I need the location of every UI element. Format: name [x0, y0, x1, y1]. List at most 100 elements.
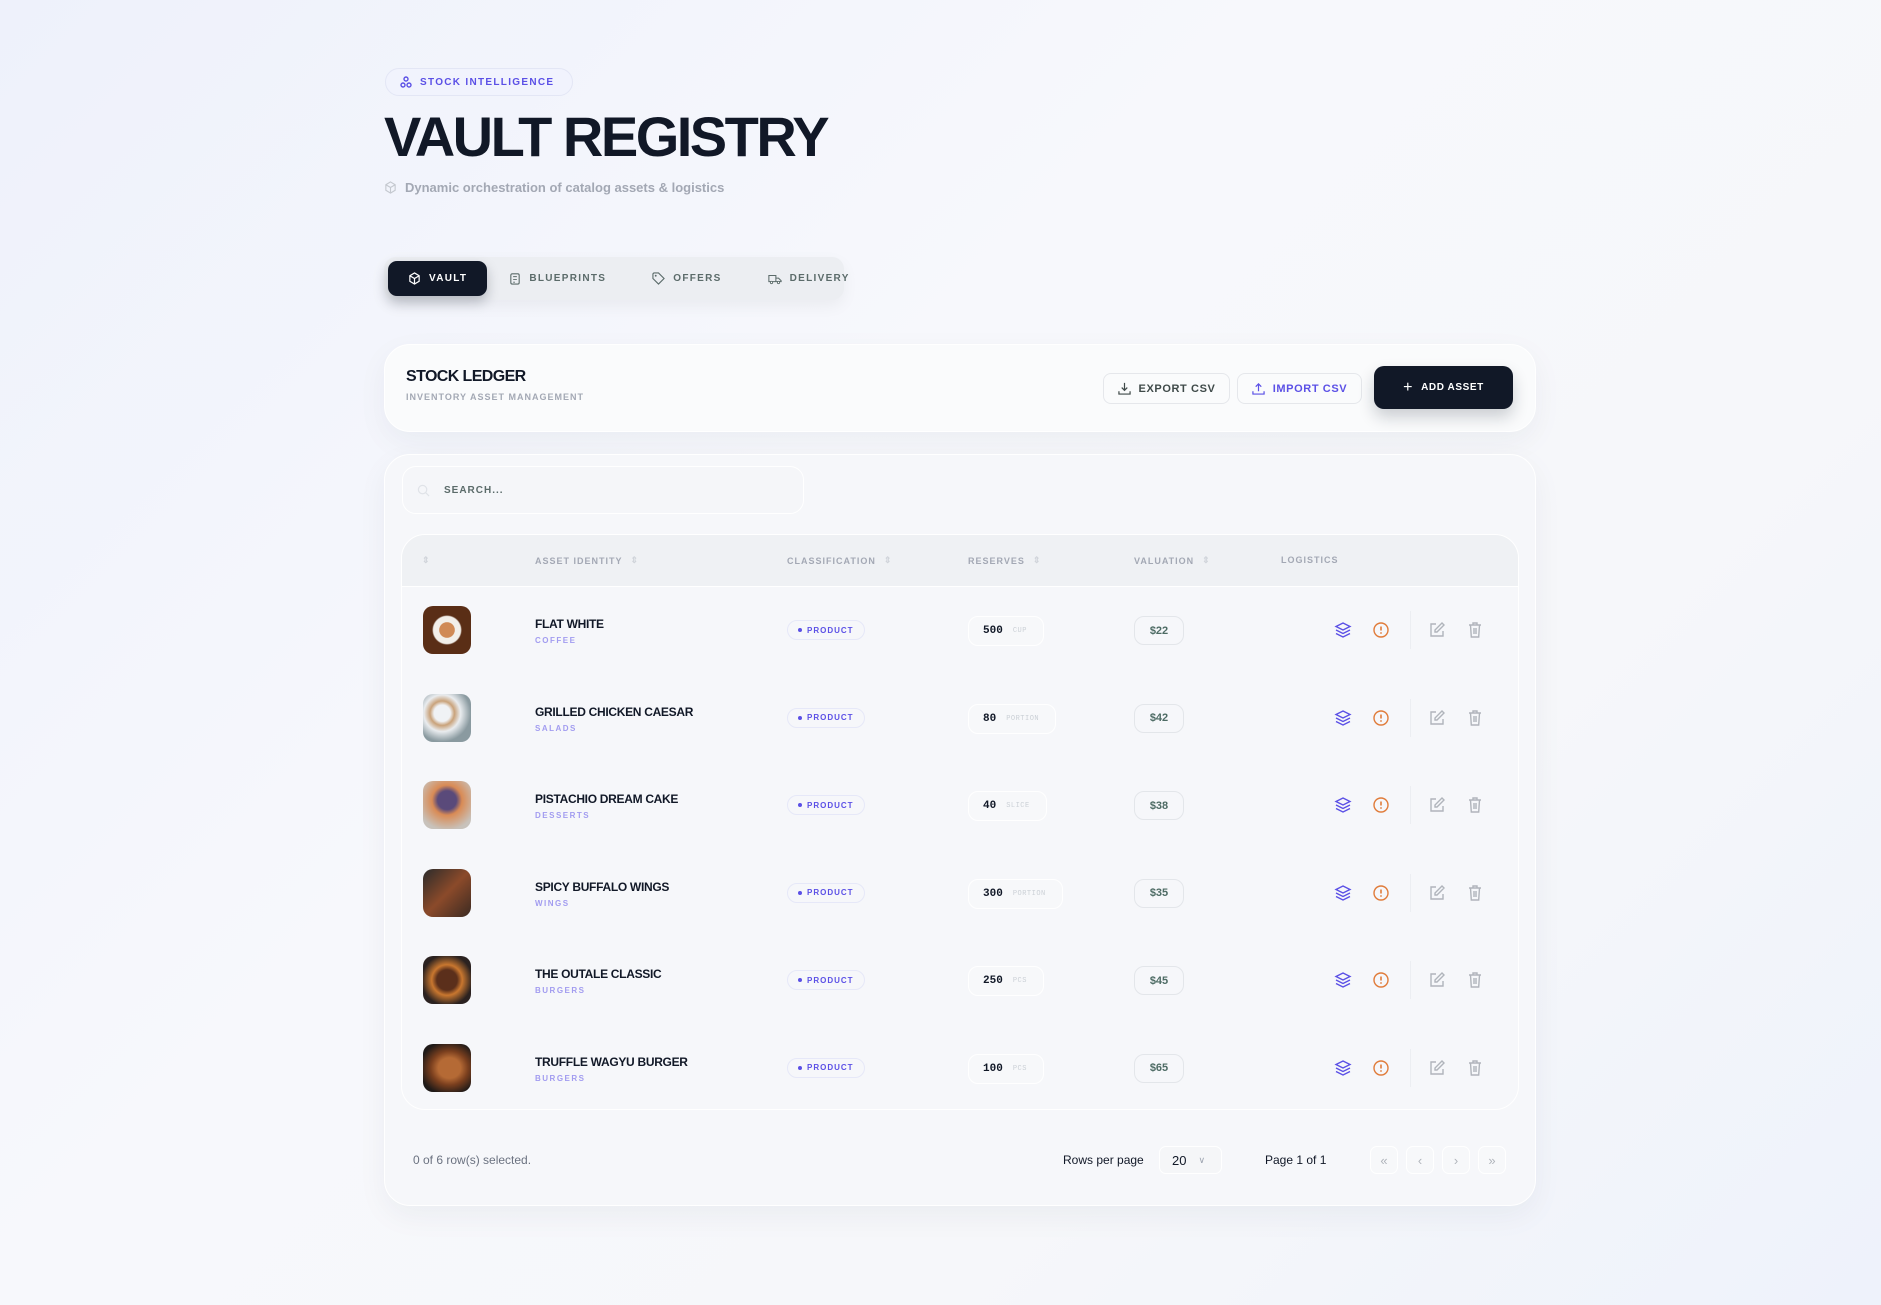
edit-icon[interactable] — [1426, 619, 1448, 641]
column-label: RESERVES — [968, 555, 1025, 566]
tab-vault[interactable]: VAULT — [388, 261, 488, 296]
valuation-chip: $65 — [1134, 1053, 1184, 1083]
asset-thumbnail — [423, 606, 471, 654]
table-row[interactable]: FLAT WHITE COFFEE PRODUCT 500 CUP $22 — [402, 587, 1518, 674]
badge-label: PRODUCT — [807, 625, 854, 635]
alert-circle-icon[interactable] — [1370, 707, 1392, 729]
tab-label: BLUEPRINTS — [529, 273, 607, 284]
badge-label: PRODUCT — [807, 888, 854, 897]
tab-bar: VAULT BLUEPRINTS OFFERS DELIVERY — [384, 257, 848, 300]
rows-per-page-label: Rows per page — [1063, 1153, 1144, 1167]
layers-icon[interactable] — [1332, 882, 1354, 904]
table-row[interactable]: GRILLED CHICKEN CAESAR SALADS PRODUCT 80… — [402, 675, 1518, 762]
trash-icon[interactable] — [1464, 969, 1486, 991]
valuation-chip: $42 — [1134, 703, 1184, 733]
chevron-right-icon: › — [1453, 1152, 1459, 1168]
plus-icon: + — [1403, 378, 1414, 396]
divider — [1410, 1048, 1411, 1087]
prev-page-button[interactable]: ‹ — [1406, 1146, 1434, 1174]
layers-icon[interactable] — [1332, 619, 1354, 641]
column-label: ASSET IDENTITY — [535, 555, 623, 566]
dot-icon — [798, 978, 802, 982]
table-row[interactable]: TRUFFLE WAGYU BURGER BURGERS PRODUCT 100… — [402, 1025, 1518, 1110]
first-page-button[interactable]: « — [1370, 1146, 1398, 1174]
rows-per-page-select[interactable]: 20 ∨ — [1159, 1146, 1222, 1174]
export-csv-button[interactable]: EXPORT CSV — [1103, 373, 1230, 404]
column-classification[interactable]: CLASSIFICATION ⇕ — [787, 555, 892, 566]
tab-offers[interactable]: OFFERS — [632, 261, 741, 296]
table-row[interactable]: PISTACHIO DREAM CAKE DESSERTS PRODUCT 40… — [402, 762, 1518, 849]
edit-icon[interactable] — [1426, 1057, 1448, 1079]
next-page-button[interactable]: › — [1442, 1146, 1470, 1174]
table-row[interactable]: THE OUTALE CLASSIC BURGERS PRODUCT 250 PC… — [402, 937, 1518, 1024]
trash-icon[interactable] — [1464, 619, 1486, 641]
alert-circle-icon[interactable] — [1370, 619, 1392, 641]
asset-name: GRILLED CHICKEN CAESAR — [535, 704, 694, 719]
reserves-chip: 300 PORTION — [968, 878, 1063, 909]
column-reserves[interactable]: RESERVES ⇕ — [968, 555, 1041, 566]
sort-icon: ⇕ — [1032, 555, 1042, 565]
column-asset-identity[interactable]: ASSET IDENTITY ⇕ — [535, 555, 639, 566]
chevrons-left-icon: « — [1380, 1152, 1388, 1168]
layers-icon[interactable] — [1332, 707, 1354, 729]
subtitle-text: Dynamic orchestration of catalog assets … — [405, 180, 725, 195]
trash-icon[interactable] — [1464, 1057, 1486, 1079]
column-valuation[interactable]: VALUATION ⇕ — [1134, 555, 1211, 566]
reserve-qty: 500 — [983, 625, 1003, 637]
reserves-chip: 250 PCS — [968, 966, 1044, 996]
reserve-unit: SLICE — [1006, 802, 1030, 810]
reserves-chip: 100 PCS — [968, 1053, 1044, 1084]
edit-icon[interactable] — [1426, 882, 1448, 904]
tab-label: OFFERS — [673, 273, 722, 284]
divider — [1410, 786, 1411, 824]
layers-icon[interactable] — [1332, 969, 1354, 991]
asset-name: SPICY BUFFALO WINGS — [535, 879, 670, 894]
asset-category: SALADS — [535, 723, 577, 733]
reserve-unit: PCS — [1012, 1064, 1027, 1073]
trash-icon[interactable] — [1464, 794, 1486, 816]
search-input[interactable] — [444, 484, 744, 496]
page-indicator: Page 1 of 1 — [1265, 1153, 1327, 1167]
alert-circle-icon[interactable] — [1370, 882, 1392, 904]
valuation-chip: $38 — [1134, 791, 1184, 820]
select-value: 20 — [1172, 1152, 1187, 1168]
last-page-button[interactable]: » — [1478, 1146, 1506, 1174]
tab-blueprints[interactable]: BLUEPRINTS — [489, 261, 626, 296]
search-field[interactable] — [402, 466, 804, 514]
truck-icon — [767, 274, 782, 284]
reserve-unit: PORTION — [1012, 889, 1046, 898]
sort-icon: ⇕ — [630, 555, 640, 565]
add-asset-button[interactable]: + ADD ASSET — [1374, 366, 1513, 409]
column-label: LOGISTICS — [1281, 555, 1339, 565]
layers-icon[interactable] — [1332, 1057, 1354, 1079]
edit-icon[interactable] — [1426, 707, 1448, 729]
reserve-qty: 250 — [983, 975, 1003, 987]
dot-icon — [798, 628, 802, 632]
table-row[interactable]: SPICY BUFFALO WINGS WINGS PRODUCT 300 POR… — [402, 850, 1518, 937]
tab-delivery[interactable]: DELIVERY — [748, 261, 870, 296]
divider — [1410, 611, 1411, 649]
asset-thumbnail — [423, 781, 471, 829]
reserve-unit: PCS — [1012, 977, 1027, 985]
select-sort-icon[interactable]: ⇕ — [422, 555, 431, 565]
reserve-qty: 80 — [983, 712, 997, 725]
classification-badge: PRODUCT — [787, 970, 865, 990]
ledger-title: STOCK LEDGER — [406, 368, 526, 385]
edit-icon[interactable] — [1426, 969, 1448, 991]
import-csv-button[interactable]: IMPORT CSV — [1237, 373, 1362, 404]
badge-label: PRODUCT — [807, 1063, 854, 1072]
alert-circle-icon[interactable] — [1370, 794, 1392, 816]
trash-icon[interactable] — [1464, 882, 1486, 904]
column-label: CLASSIFICATION — [787, 555, 876, 566]
layers-icon[interactable] — [1332, 794, 1354, 816]
alert-circle-icon[interactable] — [1370, 969, 1392, 991]
alert-circle-icon[interactable] — [1370, 1057, 1392, 1079]
asset-table: ⇕ ASSET IDENTITY ⇕ CLASSIFICATION ⇕ RESERV… — [401, 534, 1519, 1110]
valuation-chip: $35 — [1134, 878, 1184, 908]
edit-icon[interactable] — [1426, 794, 1448, 816]
sort-icon: ⇕ — [1202, 555, 1211, 565]
classification-badge: PRODUCT — [787, 620, 865, 640]
table-header: ⇕ ASSET IDENTITY ⇕ CLASSIFICATION ⇕ RESERV… — [402, 535, 1518, 587]
trash-icon[interactable] — [1464, 707, 1486, 729]
button-label: ADD ASSET — [1421, 382, 1484, 393]
